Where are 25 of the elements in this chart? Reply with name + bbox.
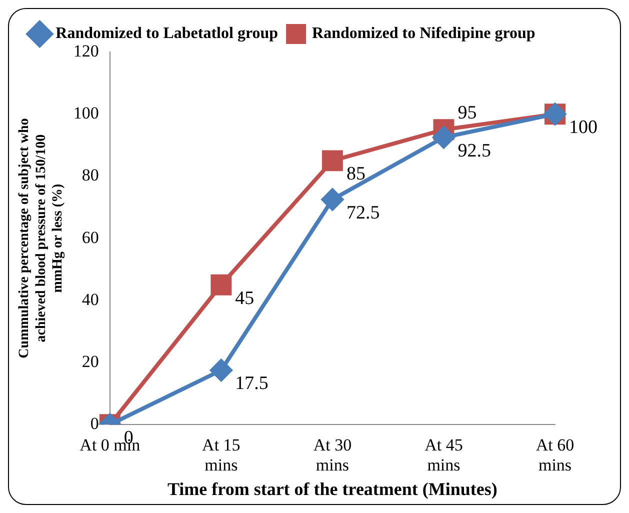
y-tick-label: 100 (73, 104, 99, 123)
point (432, 126, 455, 148)
y-tick-label: 0 (90, 414, 99, 434)
y-tick-label: 80 (82, 166, 99, 185)
y-tick-label: 60 (82, 228, 99, 247)
legend-label: Randomized to Nifedipine group (312, 25, 536, 42)
data-label: 85 (346, 164, 366, 185)
x-tick-label: At 60 mins (536, 435, 574, 475)
y-tick-label: 40 (82, 290, 99, 309)
data-label: 100 (569, 117, 598, 138)
y-tick-label: 120 (73, 41, 99, 60)
x-axis-title: Time from start of the treatment (Minutes) (167, 478, 498, 499)
legend-label: Randomized to Labetatlol group (56, 25, 278, 42)
y-axis-title: Cummulative percentage of subject who achieved blood pressure of 150/100 mmHg or less (%) (17, 118, 66, 358)
point (322, 150, 343, 172)
data-label: 72.5 (346, 202, 380, 224)
point (321, 188, 344, 210)
x-tick-label: At 15 mins (202, 435, 240, 475)
data-label: 92.5 (458, 140, 491, 162)
y-tick-label: 20 (82, 352, 99, 371)
data-label: 17.5 (235, 373, 268, 394)
data-label: 45 (235, 288, 254, 309)
x-tick-label: At 30 mins (313, 435, 352, 475)
x-tick-label: At 45 mins (424, 435, 463, 475)
data-label: 95 (458, 102, 477, 124)
